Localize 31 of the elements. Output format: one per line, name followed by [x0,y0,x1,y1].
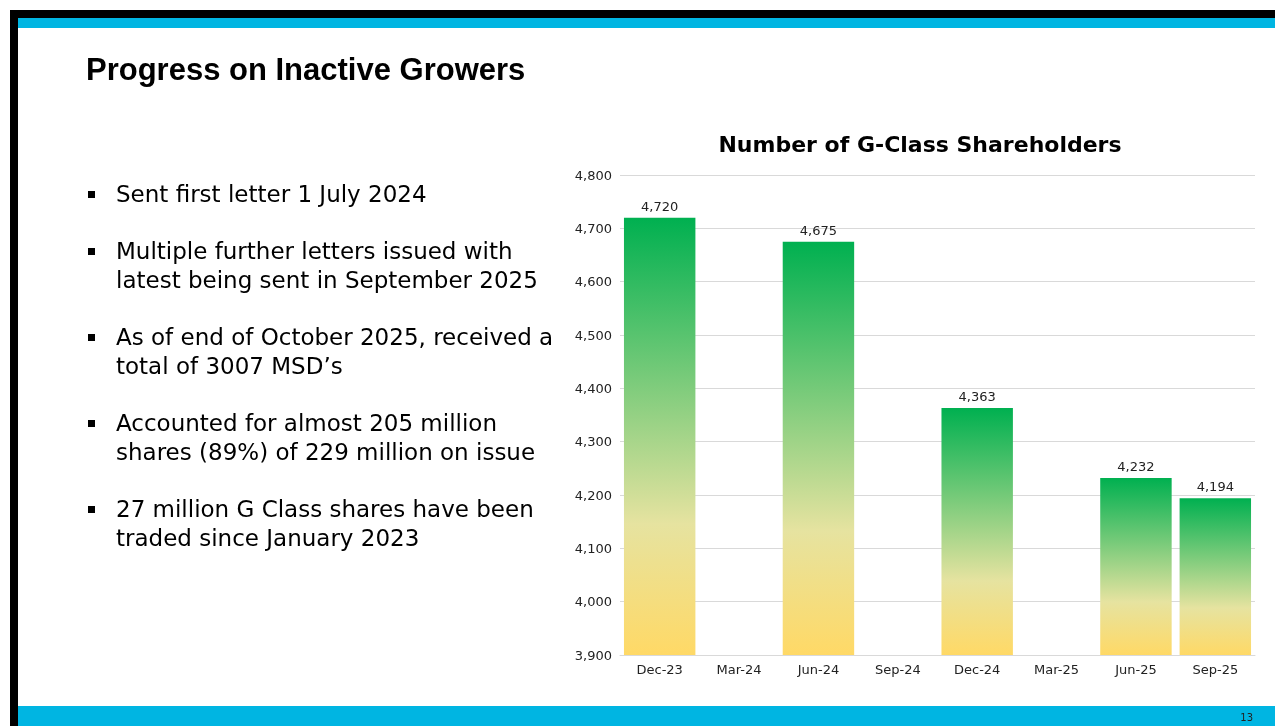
text: 27 million G Class shares have been traded since January 2023 [115,495,535,553]
x-tick-label: Sep-24 [874,662,921,677]
x-tick-label: Dec-23 [636,662,683,677]
chart-subtitle: Number of G-Class Shareholders [718,131,1122,157]
y-tick-label: 3,900 [574,647,612,663]
text: Accounted for almost 205 million shares (89%) of 229 million on issue [115,409,537,467]
text: As of end of October 2025, received a total of 3007 MSD’s [115,323,555,381]
x-tick-label: Jun-24 [796,662,840,677]
y-tick-label: 4,000 [574,594,612,610]
y-tick-label: 4,100 [574,540,612,556]
y-tick-label: 4,700 [574,220,612,236]
y-tick-label: 4,800 [574,167,612,183]
data-label: 4,675 [799,222,838,238]
x-tick-label: Mar-25 [1034,662,1080,677]
y-tick-label: 4,400 [574,380,612,396]
y-tick-label: 4,300 [574,434,612,450]
data-label: 4,363 [958,389,996,405]
text: Multiple further letters issued with latest being sent in September 2025 [115,237,539,295]
y-tick-label: 4,600 [574,274,612,290]
text: Progress on Inactive Growers [86,52,526,88]
data-label: 4,720 [641,198,679,214]
x-tick-label: Jun-25 [1114,662,1157,677]
data-label: 4,232 [1117,458,1155,474]
text: 13 [1240,712,1253,723]
x-tick-label: Dec-24 [953,662,1001,677]
y-tick-label: 4,200 [574,487,612,503]
text: Sent first letter 1 July 2024 [115,180,428,209]
x-tick-label: Sep-25 [1192,662,1239,677]
y-tick-label: 4,500 [574,327,612,343]
data-label: 4,194 [1196,479,1234,495]
x-tick-label: Mar-24 [716,662,762,677]
